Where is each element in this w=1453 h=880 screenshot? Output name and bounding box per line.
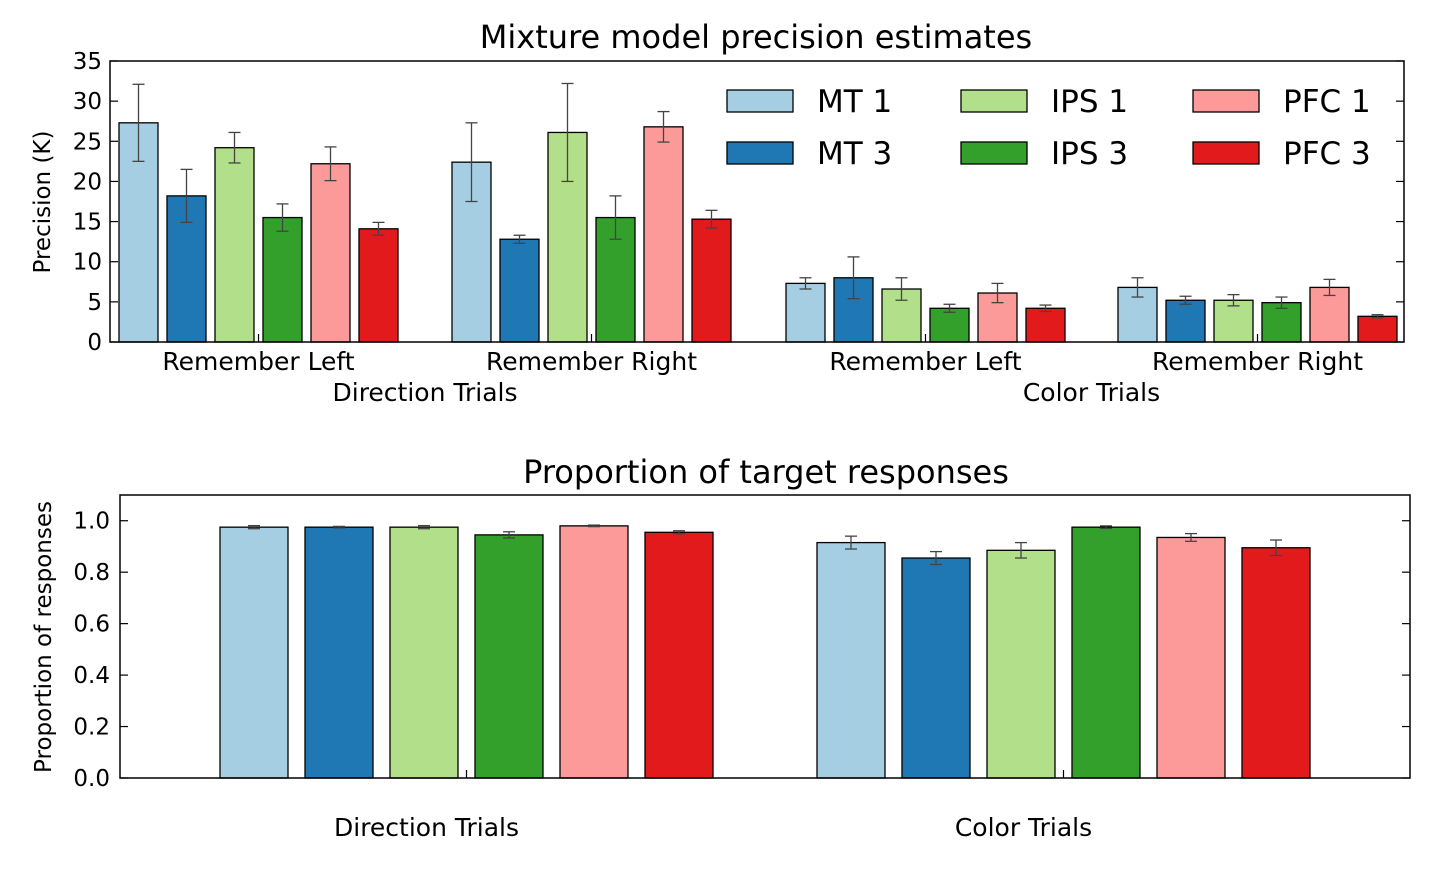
precision-category-label: Remember Left	[162, 347, 354, 376]
precision-y-axis-label: Precision (K)	[30, 131, 56, 274]
proportion-category-label: Direction Trials	[334, 813, 519, 842]
legend-label: IPS 1	[1051, 84, 1128, 120]
proportion-bar	[1156, 536, 1226, 779]
precision-bar	[358, 228, 399, 343]
precision-bar	[310, 163, 351, 343]
legend-label: IPS 3	[1051, 136, 1128, 172]
legend-swatch	[726, 141, 794, 165]
proportion-bar	[474, 534, 544, 779]
precision-chart-title: Mixture model precision estimates	[480, 18, 1032, 56]
proportion-bar	[1241, 547, 1311, 779]
proportion-bar	[644, 531, 714, 779]
precision-bar	[499, 238, 540, 343]
precision-y-tick-label: 20	[73, 169, 102, 195]
proportion-bar	[304, 526, 374, 779]
proportion-y-tick-label: 1.0	[73, 509, 110, 535]
precision-bar	[785, 282, 826, 343]
precision-bar	[1165, 299, 1206, 343]
legend-swatch	[1192, 141, 1260, 165]
precision-bar	[1213, 299, 1254, 343]
precision-legend: MT 1 MT 3 IPS 1 IPS 3 PFC 1 PFC 3	[726, 84, 1371, 172]
precision-bar	[1261, 302, 1302, 343]
legend-swatch	[960, 89, 1028, 113]
precision-bar	[929, 307, 970, 343]
proportion-y-tick-label: 0.0	[73, 766, 110, 792]
proportion-bar	[1071, 526, 1141, 779]
legend-label: PFC 3	[1283, 136, 1371, 172]
legend-label: MT 3	[817, 136, 892, 172]
precision-bar	[1357, 315, 1398, 343]
legend-label: MT 1	[817, 84, 892, 120]
proportion-y-tick-label: 0.4	[73, 663, 110, 689]
precision-bar	[643, 126, 684, 343]
precision-plot-area: 0 5 10 15 20 25 30 35 Remember Left Remember Righ…	[73, 49, 1405, 407]
legend-swatch	[960, 141, 1028, 165]
precision-y-tick-label: 10	[73, 250, 102, 276]
proportion-y-axis-label: Proportion of responses	[31, 501, 57, 773]
precision-group-label: Direction Trials	[333, 378, 518, 407]
proportion-bar	[559, 525, 629, 779]
legend-swatch	[1192, 89, 1260, 113]
proportion-bar	[986, 549, 1056, 779]
precision-category-label: Remember Right	[1152, 347, 1363, 376]
proportion-bar	[816, 541, 886, 779]
proportion-bar	[389, 526, 459, 779]
precision-bar	[691, 218, 732, 343]
precision-category-label: Remember Right	[486, 347, 697, 376]
precision-y-tick-label: 0	[87, 330, 102, 356]
precision-y-tick-label: 35	[73, 49, 102, 75]
proportion-bar	[219, 526, 289, 779]
proportion-bar	[901, 557, 971, 779]
precision-bar	[214, 147, 255, 343]
proportion-chart-title: Proportion of target responses	[523, 453, 1009, 491]
precision-bar	[262, 216, 303, 343]
precision-y-tick-label: 5	[87, 290, 102, 316]
proportion-y-tick-label: 0.8	[73, 560, 110, 586]
precision-category-label: Remember Left	[829, 347, 1021, 376]
proportion-category-label: Color Trials	[955, 813, 1092, 842]
legend-swatch	[726, 89, 794, 113]
precision-bar	[1025, 307, 1066, 343]
precision-plot-frame	[109, 60, 1405, 343]
proportion-chart: Proportion of target responses Proportio…	[31, 453, 1411, 842]
proportion-plot-frame	[119, 494, 1411, 779]
proportion-y-tick-label: 0.2	[73, 715, 110, 741]
precision-y-tick-label: 30	[73, 89, 102, 115]
precision-y-tick-label: 15	[73, 210, 102, 236]
precision-y-tick-label: 25	[73, 129, 102, 155]
proportion-y-tick-label: 0.6	[73, 612, 110, 638]
legend-label: PFC 1	[1283, 84, 1371, 120]
proportion-plot-area: 0.0 0.2 0.4 0.6 0.8 1.0 Direction Trials Color …	[73, 494, 1411, 842]
precision-group-label: Color Trials	[1023, 378, 1160, 407]
precision-chart: Mixture model precision estimates Precis…	[30, 18, 1405, 407]
